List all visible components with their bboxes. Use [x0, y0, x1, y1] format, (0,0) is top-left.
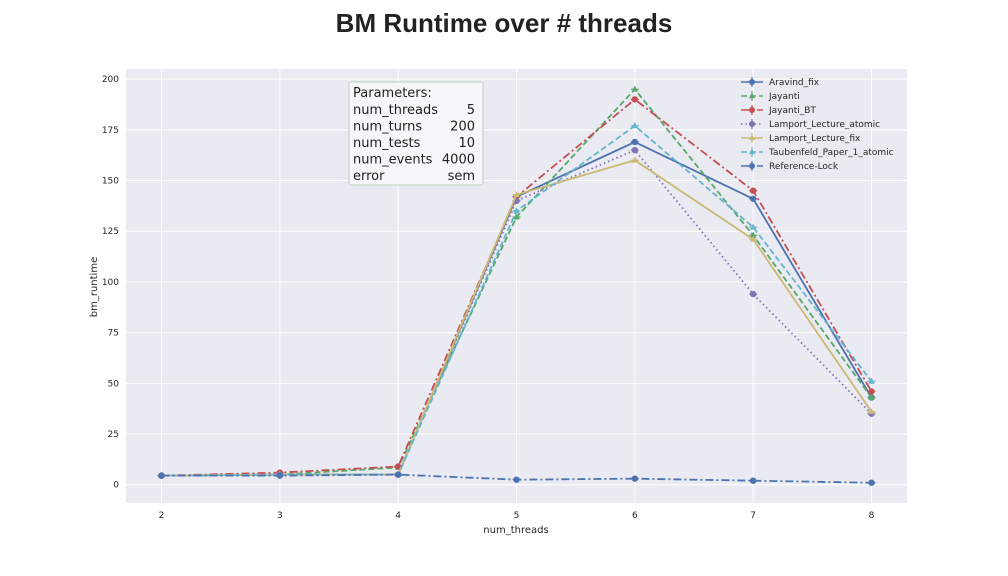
data-point	[513, 476, 520, 483]
legend-label: Lamport_Lecture_atomic	[769, 120, 880, 130]
y-tick-label: 25	[108, 430, 119, 440]
parameters-box: Parameters: num_threads 5 num_turns 200 num_t…	[348, 81, 484, 186]
parameter-value: 4000	[442, 153, 475, 168]
legend-item: Jayanti	[741, 91, 800, 102]
data-point	[749, 231, 757, 238]
data-point	[868, 377, 875, 384]
x-tick-label: 4	[395, 511, 401, 521]
data-point	[631, 156, 639, 163]
chart-title: BM Runtime over # threads	[336, 8, 673, 38]
data-point	[631, 122, 639, 129]
x-tick-labels: 2 3 4 5 6 7 8	[159, 511, 875, 521]
legend-item: Aravind_fix	[741, 77, 820, 88]
parameter-value: 200	[450, 120, 475, 135]
data-point	[631, 475, 639, 482]
legend-label: Taubenfeld_Paper_1_atomic	[768, 148, 894, 158]
data-point	[749, 195, 757, 202]
series-group	[157, 85, 876, 486]
y-tick-label: 200	[102, 75, 119, 85]
data-point	[749, 290, 757, 298]
legend-label: Lamport_Lecture_fix	[769, 134, 861, 144]
legend: Aravind_fix Jayanti Jayanti_BT Lamport_Lect…	[741, 77, 894, 172]
y-tick-label: 75	[108, 329, 119, 339]
data-point	[513, 191, 520, 198]
parameter-key: num_tests	[353, 136, 421, 151]
legend-label: Jayanti	[768, 92, 800, 102]
data-point	[749, 148, 755, 155]
data-point	[868, 388, 875, 395]
y-tick-label: 0	[113, 481, 119, 491]
series	[157, 471, 876, 486]
x-axis-label: num_threads	[483, 525, 548, 536]
x-tick-label: 2	[159, 511, 165, 521]
data-point	[868, 393, 875, 400]
parameter-key: num_turns	[353, 120, 422, 135]
legend-label: Reference-Lock	[769, 162, 839, 172]
legend-label: Jayanti_BT	[768, 106, 816, 116]
data-point	[749, 79, 755, 85]
data-point	[158, 472, 165, 479]
legend-item: Lamport_Lecture_fix	[741, 133, 861, 144]
legend-item: Reference-Lock	[741, 161, 839, 172]
data-point	[749, 107, 755, 113]
data-point	[394, 463, 402, 470]
y-axis-label: bm_runtime	[89, 257, 100, 317]
x-tick-label: 6	[632, 511, 638, 521]
parameter-value: 5	[467, 103, 475, 118]
legend-label: Aravind_fix	[769, 78, 820, 88]
y-tick-label: 125	[102, 227, 119, 237]
parameter-key: num_threads	[353, 103, 438, 118]
parameter-key: error	[353, 169, 385, 184]
x-tick-label: 3	[277, 511, 283, 521]
parameter-key: num_events	[353, 153, 433, 168]
data-point	[868, 408, 875, 415]
data-point	[631, 85, 639, 92]
parameter-value: sem	[448, 169, 475, 184]
legend-item: Lamport_Lecture_atomic	[741, 119, 880, 130]
y-tick-label: 175	[102, 126, 119, 136]
data-point	[749, 134, 755, 141]
legend-item: Taubenfeld_Paper_1_atomic	[741, 147, 894, 158]
data-point	[749, 187, 757, 194]
x-tick-label: 8	[869, 511, 875, 521]
data-point	[631, 138, 639, 146]
data-point	[749, 477, 757, 484]
legend-item: Jayanti_BT	[741, 105, 816, 116]
data-point	[749, 163, 755, 169]
data-point	[749, 92, 755, 99]
data-point	[868, 479, 875, 486]
data-point	[749, 223, 757, 230]
y-tick-label: 150	[102, 177, 119, 187]
parameter-value: 10	[458, 136, 475, 151]
data-point	[513, 213, 520, 220]
data-point	[276, 472, 284, 479]
data-point	[394, 471, 402, 478]
y-tick-labels: 0 25 50 75 100 125 150 175 200	[102, 75, 119, 491]
data-point	[631, 96, 639, 103]
data-point	[749, 235, 757, 242]
data-point	[631, 146, 639, 154]
x-tick-label: 5	[514, 511, 520, 521]
x-tick-label: 7	[750, 511, 756, 521]
data-point	[749, 121, 755, 127]
parameters-box-frame	[348, 81, 484, 186]
data-point	[513, 207, 520, 214]
y-tick-label: 50	[108, 379, 120, 389]
y-tick-label: 100	[102, 278, 119, 288]
parameters-header: Parameters:	[353, 86, 432, 101]
